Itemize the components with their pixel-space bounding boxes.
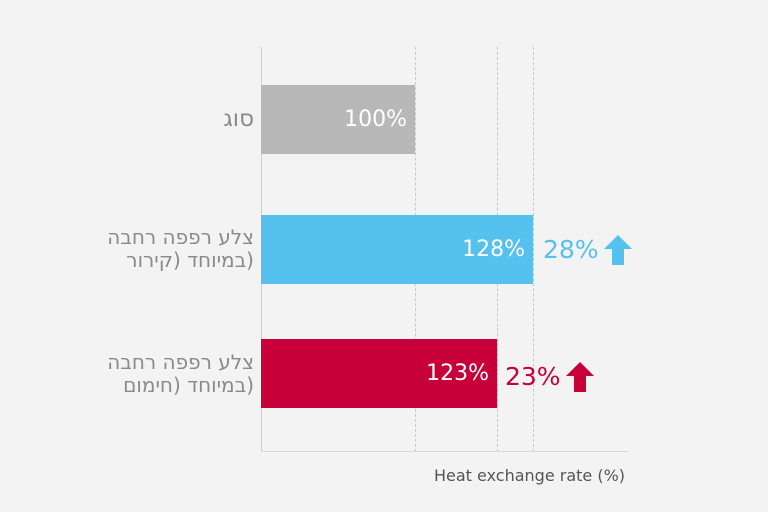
category-label-cooling: צלע רפפה רחבה (במיוחד (קירור: [107, 226, 254, 272]
x-axis-label: Heat exchange rate (%): [434, 466, 626, 485]
arrow-up-icon: [565, 361, 594, 392]
label-line-2: (במיוחד (קירור: [126, 248, 254, 272]
label-line-1: צלע רפפה רחבה: [107, 350, 254, 374]
category-label-standard: סוג: [223, 106, 254, 132]
bar-cooling: 128%: [261, 215, 533, 284]
gridline-128: [533, 47, 534, 452]
delta-value: 28%: [543, 235, 599, 264]
label-line-1: צלע רפפה רחבה: [107, 225, 254, 249]
delta-value: 23%: [505, 362, 561, 391]
bar-value: 100%: [344, 107, 407, 132]
bar-heating: 123%: [261, 339, 497, 408]
bar-value: 123%: [426, 361, 489, 386]
category-label-heating: צלע רפפה רחבה (במיוחד (חימום: [107, 351, 254, 397]
delta-cooling: 28%: [543, 215, 633, 284]
x-axis: [261, 451, 628, 452]
bar-value: 128%: [462, 237, 525, 262]
arrow-up-icon: [603, 234, 632, 265]
delta-heating: 23%: [505, 342, 595, 411]
label-line-2: (במיוחד (חימום: [123, 373, 254, 397]
bar-standard: 100%: [261, 85, 415, 154]
